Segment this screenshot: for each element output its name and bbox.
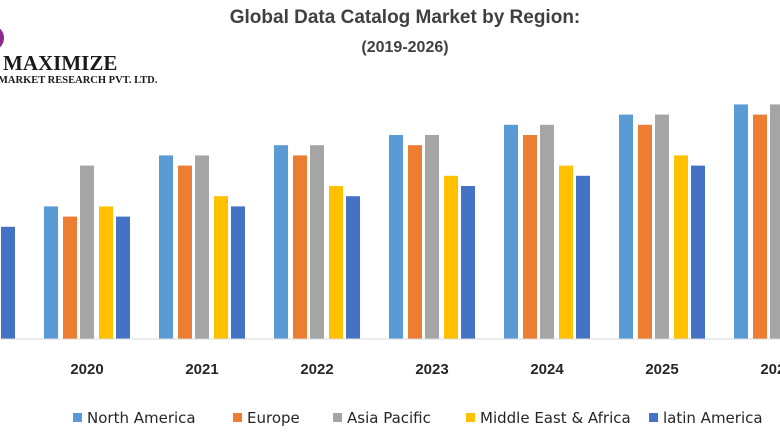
legend-label-2: Europe [247,409,300,427]
chart-title: Global Data Catalog Market by Region: [230,7,581,28]
bar-europe-2025 [638,124,652,339]
bar-asia-pacific-2022 [310,145,324,339]
legend-swatch-4 [466,413,475,422]
bar-middle-east-africa-2025 [674,155,688,339]
chart-subtitle: (2019-2026) [361,39,448,56]
bar-latin-america-2019 [1,226,15,339]
bar-latin-america-2024 [576,175,590,339]
bar-north-america-2020 [44,206,58,339]
bar-middle-east-africa-2022 [329,186,343,339]
bar-latin-america-2023 [461,186,475,339]
bar-north-america-2026 [734,104,748,340]
bar-asia-pacific-2026 [770,104,780,340]
bar-europe-2023 [408,145,422,339]
x-tick-label-2023: 2023 [415,361,448,378]
bar-middle-east-africa-2021 [214,196,228,339]
legend: North America Europe Asia Pacific Middle Ea… [73,409,763,427]
logo-mark-icon [0,28,4,48]
legend-swatch-3 [333,413,342,422]
x-tick-label-2021: 2021 [185,361,218,378]
bar-north-america-2025 [619,114,633,339]
bar-asia-pacific-2025 [655,114,669,339]
x-tick-label-2025: 2025 [645,361,678,378]
bar-asia-pacific-2021 [195,155,209,339]
legend-swatch-2 [233,413,242,422]
bar-north-america-2023 [389,135,403,339]
bar-north-america-2024 [504,124,518,339]
bar-middle-east-africa-2020 [99,206,113,339]
logo-tagline: MARKET RESEARCH PVT. LTD. [0,75,158,86]
bar-latin-america-2022 [346,196,360,339]
bar-north-america-2021 [159,155,173,339]
legend-label-1: North America [87,409,196,427]
bar-asia-pacific-2020 [80,165,94,339]
x-tick-label-2026: 2026 [760,361,780,378]
bar-europe-2020 [63,216,77,339]
x-tick-label-2024: 2024 [530,361,564,378]
legend-swatch-5 [649,413,658,422]
company-logo: MAXIMIZE MARKET RESEARCH PVT. LTD. [0,28,158,86]
bar-asia-pacific-2024 [540,124,554,339]
bar-europe-2026 [753,114,767,339]
bar-asia-pacific-2023 [425,135,439,339]
x-axis-ticks: 20192020202120222023202420252026 [70,361,780,378]
bar-middle-east-africa-2024 [559,165,573,339]
bar-europe-2024 [523,135,537,339]
x-tick-label-2022: 2022 [300,361,333,378]
legend-swatch-1 [73,413,82,422]
bar-series-group [1,104,780,340]
bar-latin-america-2021 [231,206,245,339]
x-tick-label-2020: 2020 [70,361,103,378]
bar-latin-america-2025 [691,165,705,339]
bar-europe-2022 [293,155,307,339]
bar-latin-america-2020 [116,216,130,339]
bar-middle-east-africa-2023 [444,175,458,339]
bar-north-america-2022 [274,145,288,339]
logo-name: MAXIMIZE [3,51,117,75]
legend-label-4: Middle East & Africa [480,409,631,427]
bar-europe-2021 [178,165,192,339]
legend-label-3: Asia Pacific [347,409,431,427]
legend-label-5: latin America [663,409,763,427]
